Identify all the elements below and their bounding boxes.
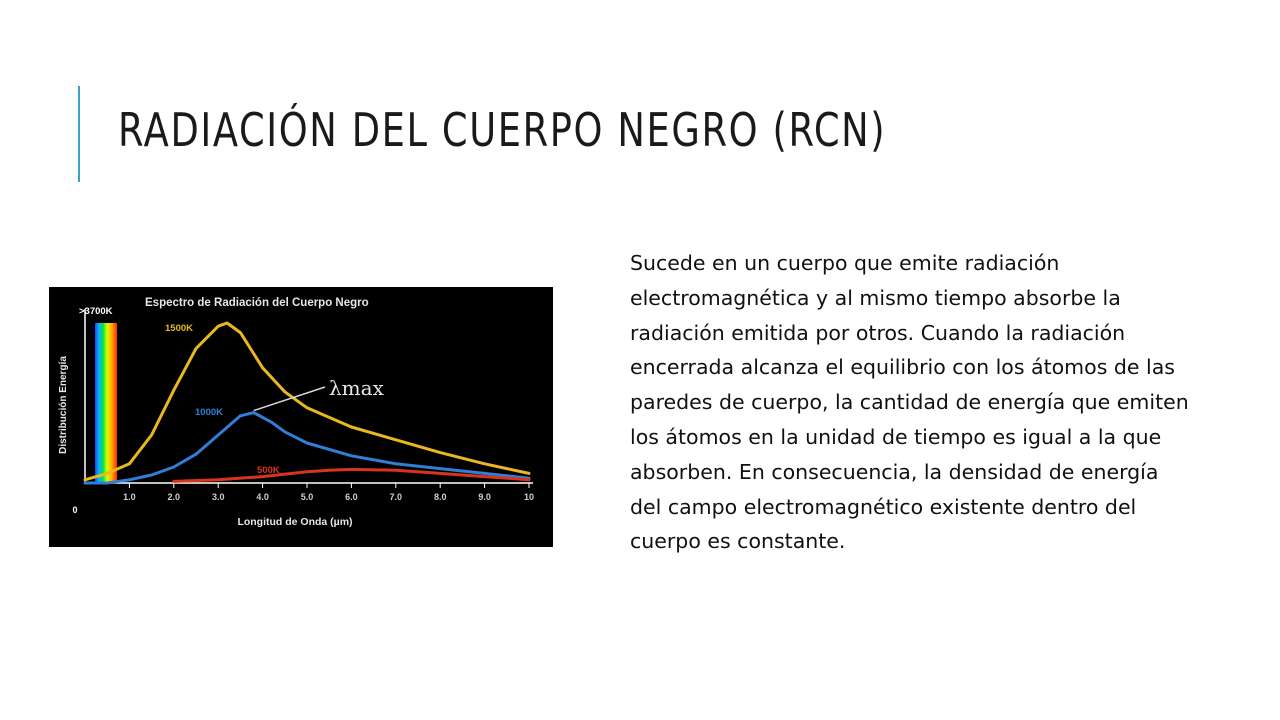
slide-title: RADIACIÓN DEL CUERPO NEGRO (RCN) <box>118 103 887 157</box>
x-tick-label: 5.0 <box>301 492 314 502</box>
x-tick-label: 8.0 <box>434 492 447 502</box>
title-accent-bar <box>78 86 80 182</box>
x-tick-label: 1.0 <box>123 492 136 502</box>
series-label-1500K: 1500K <box>165 323 193 334</box>
x-tick-label: 10 <box>524 492 534 502</box>
spectrum-label: >3700K <box>79 306 113 317</box>
x-tick-label: 9.0 <box>478 492 491 502</box>
spectrum-chart: 1.0 2.0 3.0 4.0 5.0 6.0 7.0 8.0 9.0 10 0 Espectro d… <box>58 297 534 528</box>
series-line-1500K <box>83 321 531 482</box>
blackbody-spectrum-figure: 1.0 2.0 3.0 4.0 5.0 6.0 7.0 8.0 9.0 10 0 Espectro d… <box>49 287 553 547</box>
origin-label: 0 <box>72 505 77 515</box>
series-label-500K: 500K <box>257 465 280 476</box>
lambda-max-pointer <box>253 386 326 412</box>
lambda-max-annotation: λmax <box>329 376 385 400</box>
chart-title: Espectro de Radiación del Cuerpo Negro <box>145 297 369 309</box>
x-axis-label: Longitud de Onda (µm) <box>237 516 352 528</box>
x-tick-label: 3.0 <box>212 492 225 502</box>
x-tick-label: 2.0 <box>168 492 181 502</box>
x-tick-label: 4.0 <box>256 492 269 502</box>
x-tick-label: 7.0 <box>390 492 403 502</box>
series-line-500K <box>172 467 531 483</box>
y-axis-label: Distribución Energía <box>58 356 69 454</box>
series-line-1000K <box>83 411 531 485</box>
series-label-1000K: 1000K <box>195 407 223 418</box>
slide-body-text: Sucede en un cuerpo que emite radiación … <box>630 251 1189 554</box>
x-tick-label: 6.0 <box>345 492 358 502</box>
visible-spectrum-band <box>95 323 117 483</box>
